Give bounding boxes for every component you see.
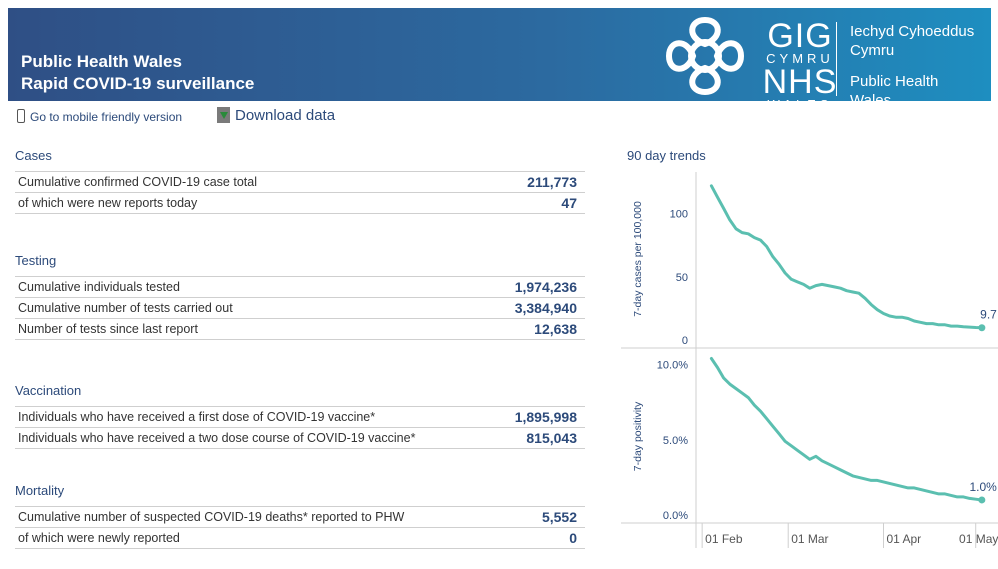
cases-table: Cumulative confirmed COVID-19 case total…: [15, 171, 585, 214]
org-english-line1: Public Health: [850, 73, 939, 90]
page-subtitle: Rapid COVID-19 surveillance: [21, 74, 255, 93]
logo-wales-text: WALES: [767, 97, 833, 112]
y-tick-label: 50: [676, 272, 688, 284]
download-data-link[interactable]: Download data: [217, 107, 335, 124]
download-icon: [217, 107, 230, 123]
row-label: Individuals who have received a first do…: [18, 410, 376, 424]
section-title-mortality: Mortality: [15, 483, 65, 498]
logo-gig-text: GIG: [767, 17, 833, 55]
row-value: 5,552: [541, 509, 577, 525]
table-row: Number of tests since last report 12,638: [15, 318, 585, 340]
trends-title: 90 day trends: [627, 148, 706, 163]
celtic-knot-logo-icon: [665, 16, 745, 96]
phone-icon: [17, 109, 25, 123]
end-value-label: 9.7: [980, 308, 997, 322]
mortality-section: Mortality Cumulative number of suspected…: [15, 483, 585, 549]
vaccination-table: Individuals who have received a first do…: [15, 406, 585, 449]
section-title-cases: Cases: [15, 148, 52, 163]
series-end-point: [978, 496, 986, 504]
row-label: Cumulative number of tests carried out: [18, 301, 233, 315]
row-label: Cumulative confirmed COVID-19 case total: [18, 175, 257, 189]
table-row: Cumulative number of suspected COVID-19 …: [15, 506, 585, 527]
vaccination-section: Vaccination Individuals who have receive…: [15, 383, 585, 449]
nhs-wales-logo: GIG CYMRU NHS WALES: [760, 17, 840, 112]
row-value: 12,638: [534, 321, 577, 337]
table-row: Cumulative individuals tested 1,974,236: [15, 276, 585, 297]
row-value: 1,895,998: [514, 409, 577, 425]
end-value-label: 1.0%: [969, 480, 997, 494]
logo-divider: [836, 22, 837, 96]
row-value: 47: [561, 195, 577, 211]
row-value: 211,773: [527, 174, 577, 190]
y-tick-label: 5.0%: [663, 435, 688, 447]
series-line: [709, 357, 984, 502]
y-tick-label: 0.0%: [663, 510, 688, 522]
series-end-point: [978, 324, 986, 332]
row-label: Individuals who have received a two dose…: [18, 431, 416, 445]
row-label: of which were new reports today: [18, 196, 198, 210]
org-name-welsh: Iechyd Cyhoeddus Cymru: [850, 22, 974, 60]
org-name-english: Public Health Wales: [850, 72, 938, 110]
testing-table: Cumulative individuals tested 1,974,236 …: [15, 276, 585, 340]
org-welsh-line2: Cymru: [850, 42, 895, 59]
row-value: 0: [569, 530, 577, 546]
page-title: Public Health Wales: [21, 52, 182, 71]
row-value: 815,043: [526, 430, 577, 446]
table-row: Individuals who have received a two dose…: [15, 427, 585, 449]
x-tick-label: 01 Mar: [791, 532, 828, 546]
section-title-vaccination: Vaccination: [15, 383, 82, 398]
row-label: Cumulative individuals tested: [18, 280, 180, 294]
table-row: Cumulative number of tests carried out 3…: [15, 297, 585, 318]
table-row: Individuals who have received a first do…: [15, 406, 585, 427]
row-value: 1,974,236: [514, 279, 577, 295]
x-tick-label: 01 Feb: [705, 532, 743, 546]
logo-nhs-text: NHS: [762, 63, 838, 101]
cases-section: Cases Cumulative confirmed COVID-19 case…: [15, 148, 585, 214]
org-english-line2: Wales: [850, 92, 892, 109]
mobile-version-link[interactable]: Go to mobile friendly version: [17, 109, 182, 124]
table-row: Cumulative confirmed COVID-19 case total…: [15, 171, 585, 192]
row-label: Cumulative number of suspected COVID-19 …: [18, 510, 405, 524]
testing-section: Testing Cumulative individuals tested 1,…: [15, 253, 585, 340]
section-title-testing: Testing: [15, 253, 57, 268]
y-tick-label: 0: [682, 335, 688, 347]
y-tick-label: 100: [670, 209, 688, 221]
y-axis-label: 7-day cases per 100,000: [632, 201, 644, 317]
y-axis-label: 7-day positivity: [632, 401, 644, 471]
row-value: 3,384,940: [514, 300, 577, 316]
mobile-version-label: Go to mobile friendly version: [30, 110, 183, 124]
table-row: of which were new reports today 47: [15, 192, 585, 214]
row-label: of which were newly reported: [18, 531, 180, 545]
row-label: Number of tests since last report: [18, 322, 198, 336]
x-tick-label: 01 Apr: [886, 532, 921, 546]
mortality-table: Cumulative number of suspected COVID-19 …: [15, 506, 585, 549]
table-row: of which were newly reported 0: [15, 527, 585, 549]
x-tick-label: 01 May: [959, 532, 998, 546]
download-data-label: Download data: [235, 107, 336, 124]
logo-cymru-text: CYMRU: [766, 51, 834, 66]
y-tick-label: 10.0%: [657, 360, 688, 372]
header-banner: Public Health Wales Rapid COVID-19 surve…: [8, 8, 991, 112]
org-welsh-line1: Iechyd Cyhoeddus: [850, 23, 975, 40]
series-line: [709, 184, 984, 330]
